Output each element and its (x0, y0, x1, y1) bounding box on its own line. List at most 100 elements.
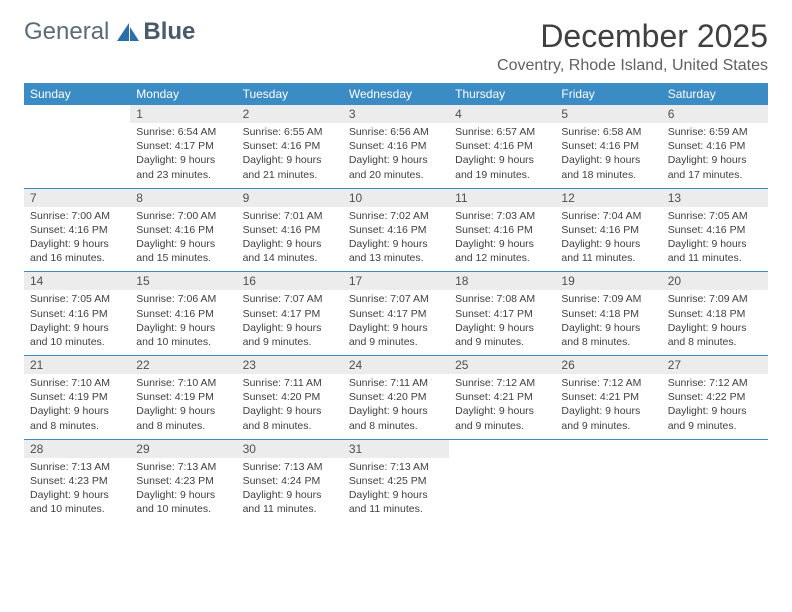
day-number-cell: 4 (449, 105, 555, 123)
sunset-text: Sunset: 4:17 PM (349, 307, 443, 321)
sunrise-text: Sunrise: 7:07 AM (349, 292, 443, 306)
sunrise-text: Sunrise: 7:13 AM (30, 460, 124, 474)
day-body-cell: Sunrise: 7:12 AMSunset: 4:21 PMDaylight:… (449, 374, 555, 439)
daylight-text: Daylight: 9 hours and 9 minutes. (455, 404, 549, 432)
day-number-cell: 16 (237, 272, 343, 290)
day-number-cell: 3 (343, 105, 449, 123)
sunrise-text: Sunrise: 6:59 AM (668, 125, 762, 139)
day-number-cell (449, 440, 555, 458)
day-number-cell: 7 (24, 189, 130, 207)
sunset-text: Sunset: 4:16 PM (136, 307, 230, 321)
sunrise-text: Sunrise: 6:57 AM (455, 125, 549, 139)
day-number-cell: 21 (24, 356, 130, 374)
sunrise-text: Sunrise: 6:54 AM (136, 125, 230, 139)
calendar-table: SundayMondayTuesdayWednesdayThursdayFrid… (24, 83, 768, 522)
month-title: December 2025 (497, 18, 768, 55)
daylight-text: Daylight: 9 hours and 14 minutes. (243, 237, 337, 265)
day-number-cell: 15 (130, 272, 236, 290)
day-number-cell: 25 (449, 356, 555, 374)
sunrise-text: Sunrise: 7:12 AM (455, 376, 549, 390)
day-number-row: 14151617181920 (24, 272, 768, 290)
daylight-text: Daylight: 9 hours and 13 minutes. (349, 237, 443, 265)
sunrise-text: Sunrise: 7:00 AM (136, 209, 230, 223)
sail-icon (115, 21, 141, 43)
sunset-text: Sunset: 4:17 PM (455, 307, 549, 321)
day-number-cell: 23 (237, 356, 343, 374)
sunrise-text: Sunrise: 7:12 AM (668, 376, 762, 390)
sunset-text: Sunset: 4:19 PM (136, 390, 230, 404)
sunset-text: Sunset: 4:16 PM (668, 223, 762, 237)
daylight-text: Daylight: 9 hours and 23 minutes. (136, 153, 230, 181)
sunrise-text: Sunrise: 7:08 AM (455, 292, 549, 306)
daylight-text: Daylight: 9 hours and 8 minutes. (136, 404, 230, 432)
day-header-cell: Thursday (449, 83, 555, 105)
daylight-text: Daylight: 9 hours and 8 minutes. (561, 321, 655, 349)
daylight-text: Daylight: 9 hours and 8 minutes. (349, 404, 443, 432)
daylight-text: Daylight: 9 hours and 10 minutes. (30, 321, 124, 349)
day-body-cell: Sunrise: 6:56 AMSunset: 4:16 PMDaylight:… (343, 123, 449, 188)
day-body-cell: Sunrise: 7:09 AMSunset: 4:18 PMDaylight:… (662, 290, 768, 355)
day-number-row: 123456 (24, 105, 768, 123)
day-body-cell (449, 458, 555, 523)
day-number-cell: 11 (449, 189, 555, 207)
sunrise-text: Sunrise: 7:01 AM (243, 209, 337, 223)
sunrise-text: Sunrise: 7:13 AM (136, 460, 230, 474)
day-body-cell: Sunrise: 7:00 AMSunset: 4:16 PMDaylight:… (24, 207, 130, 272)
sunset-text: Sunset: 4:16 PM (455, 139, 549, 153)
sunrise-text: Sunrise: 6:56 AM (349, 125, 443, 139)
daylight-text: Daylight: 9 hours and 11 minutes. (561, 237, 655, 265)
sunrise-text: Sunrise: 7:13 AM (349, 460, 443, 474)
sunset-text: Sunset: 4:25 PM (349, 474, 443, 488)
day-number-cell: 8 (130, 189, 236, 207)
day-body-cell: Sunrise: 7:12 AMSunset: 4:22 PMDaylight:… (662, 374, 768, 439)
sunrise-text: Sunrise: 7:05 AM (30, 292, 124, 306)
day-body-cell: Sunrise: 6:58 AMSunset: 4:16 PMDaylight:… (555, 123, 661, 188)
brand-logo: General Blue (24, 18, 195, 46)
day-number-cell (662, 440, 768, 458)
day-body-cell (555, 458, 661, 523)
day-body-cell: Sunrise: 7:11 AMSunset: 4:20 PMDaylight:… (237, 374, 343, 439)
sunset-text: Sunset: 4:20 PM (349, 390, 443, 404)
day-body-cell: Sunrise: 6:55 AMSunset: 4:16 PMDaylight:… (237, 123, 343, 188)
day-number-cell (555, 440, 661, 458)
sunset-text: Sunset: 4:18 PM (561, 307, 655, 321)
daylight-text: Daylight: 9 hours and 15 minutes. (136, 237, 230, 265)
day-number-cell: 24 (343, 356, 449, 374)
day-number-cell: 27 (662, 356, 768, 374)
day-number-cell: 6 (662, 105, 768, 123)
day-body-cell: Sunrise: 7:07 AMSunset: 4:17 PMDaylight:… (237, 290, 343, 355)
sunrise-text: Sunrise: 7:05 AM (668, 209, 762, 223)
daylight-text: Daylight: 9 hours and 12 minutes. (455, 237, 549, 265)
daylight-text: Daylight: 9 hours and 10 minutes. (136, 488, 230, 516)
brand-part2: Blue (143, 18, 195, 46)
daylight-text: Daylight: 9 hours and 9 minutes. (455, 321, 549, 349)
day-body-cell: Sunrise: 7:07 AMSunset: 4:17 PMDaylight:… (343, 290, 449, 355)
day-body-cell: Sunrise: 7:10 AMSunset: 4:19 PMDaylight:… (24, 374, 130, 439)
sunset-text: Sunset: 4:16 PM (561, 223, 655, 237)
header: General Blue December 2025 Coventry, Rho… (24, 18, 768, 75)
day-body-cell: Sunrise: 7:11 AMSunset: 4:20 PMDaylight:… (343, 374, 449, 439)
day-number-cell: 28 (24, 440, 130, 458)
sunrise-text: Sunrise: 7:04 AM (561, 209, 655, 223)
sunrise-text: Sunrise: 7:10 AM (136, 376, 230, 390)
day-body-cell (24, 123, 130, 188)
day-body-cell: Sunrise: 7:06 AMSunset: 4:16 PMDaylight:… (130, 290, 236, 355)
daylight-text: Daylight: 9 hours and 11 minutes. (243, 488, 337, 516)
day-number-cell (24, 105, 130, 123)
day-body-cell: Sunrise: 7:04 AMSunset: 4:16 PMDaylight:… (555, 207, 661, 272)
day-body-cell (662, 458, 768, 523)
daylight-text: Daylight: 9 hours and 10 minutes. (136, 321, 230, 349)
daylight-text: Daylight: 9 hours and 10 minutes. (30, 488, 124, 516)
day-number-row: 21222324252627 (24, 356, 768, 374)
day-header-cell: Tuesday (237, 83, 343, 105)
sunset-text: Sunset: 4:16 PM (561, 139, 655, 153)
location: Coventry, Rhode Island, United States (497, 57, 768, 75)
sunset-text: Sunset: 4:21 PM (455, 390, 549, 404)
day-number-cell: 10 (343, 189, 449, 207)
sunset-text: Sunset: 4:16 PM (243, 223, 337, 237)
day-number-cell: 31 (343, 440, 449, 458)
sunset-text: Sunset: 4:16 PM (349, 223, 443, 237)
day-body-cell: Sunrise: 7:08 AMSunset: 4:17 PMDaylight:… (449, 290, 555, 355)
day-body-cell: Sunrise: 6:54 AMSunset: 4:17 PMDaylight:… (130, 123, 236, 188)
daylight-text: Daylight: 9 hours and 11 minutes. (668, 237, 762, 265)
